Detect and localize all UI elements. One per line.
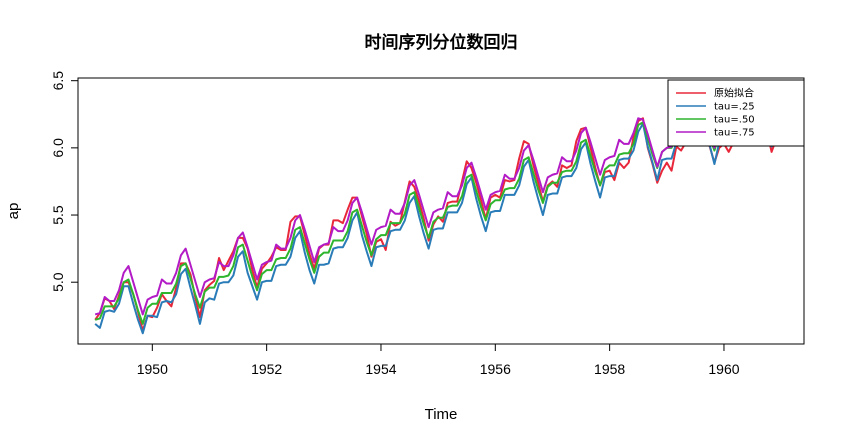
x-tick-label: 1958 (594, 361, 625, 377)
chart-title: 时间序列分位数回归 (365, 32, 518, 53)
series-line-tau-25 (94, 87, 778, 335)
legend-label-tau-50: tau=.50 (714, 115, 755, 126)
x-tick-label: 1960 (708, 361, 739, 377)
x-tick-label: 1952 (251, 361, 282, 377)
legend: 原始拟合 tau=.25 tau=.50 tau=.75 (667, 79, 805, 147)
series-group (94, 82, 778, 335)
x-tick-label: 1956 (480, 361, 511, 377)
x-tick-label: 1950 (137, 361, 168, 377)
legend-label-tau-75: tau=.75 (714, 128, 755, 139)
x-axis-label: Time (425, 406, 458, 423)
y-tick-label: 6.5 (50, 71, 66, 91)
y-tick-label: 5.0 (50, 272, 66, 292)
y-axis: 5.0 5.5 6.0 6.5 (50, 71, 79, 292)
legend-box (667, 79, 805, 147)
x-tick-label: 1954 (365, 361, 396, 377)
x-axis: 1950 1952 1954 1956 1958 1960 (137, 343, 740, 377)
legend-label-original-fit: 原始拟合 (714, 87, 754, 100)
series-line-tau-75 (94, 82, 778, 316)
y-axis-label: ap (5, 203, 22, 220)
y-tick-label: 6.0 (50, 138, 66, 158)
y-tick-label: 5.5 (50, 205, 66, 225)
legend-label-tau-25: tau=.25 (714, 102, 755, 113)
